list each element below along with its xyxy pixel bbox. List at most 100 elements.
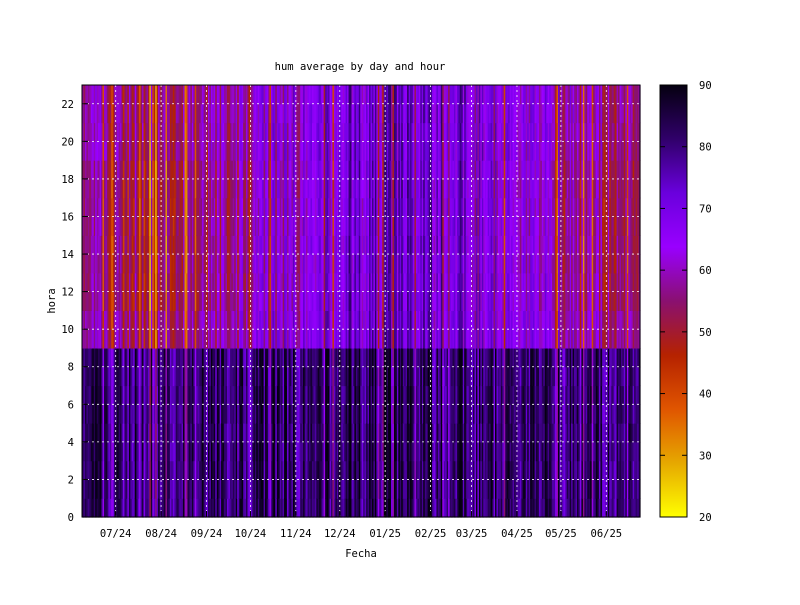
heatmap-cell (366, 254, 369, 274)
heatmap-cell (180, 272, 183, 293)
heatmap-cell (152, 498, 155, 518)
heatmap-cell (172, 347, 175, 368)
heatmap-cell (115, 310, 118, 330)
heatmap-cell (105, 160, 108, 180)
heatmap-cell (326, 160, 329, 180)
heatmap-cell (364, 103, 367, 124)
heatmap-cell (231, 235, 234, 255)
heatmap-cell (83, 141, 86, 161)
heatmap-cell (143, 366, 146, 387)
heatmap-cell (226, 197, 230, 218)
heatmap-cell (90, 479, 93, 499)
heatmap-cell (279, 272, 282, 293)
heatmap-cell (196, 310, 199, 330)
heatmap-cell (374, 498, 377, 518)
heatmap-cell (373, 141, 376, 161)
heatmap-cell (358, 122, 361, 142)
heatmap-cell (393, 122, 397, 142)
heatmap-cell (363, 479, 366, 499)
heatmap-cell (200, 235, 203, 255)
heatmap-cell (272, 272, 275, 293)
heatmap-cell (109, 141, 112, 161)
heatmap-cell (112, 329, 115, 349)
heatmap-cell (323, 178, 326, 199)
heatmap-cell (95, 103, 98, 124)
heatmap-cell (149, 85, 152, 105)
heatmap-cell (270, 254, 273, 274)
heatmap-cell (98, 479, 101, 499)
heatmap-cell (99, 366, 102, 387)
heatmap-cell (380, 141, 383, 161)
heatmap-cell (347, 423, 350, 443)
heatmap-cell (383, 197, 386, 218)
heatmap-cell (147, 329, 150, 349)
heatmap-cell (279, 423, 282, 443)
heatmap-cell (89, 122, 92, 142)
heatmap-cell (188, 254, 191, 274)
heatmap-cell (355, 329, 358, 349)
heatmap-cell (139, 423, 142, 443)
heatmap-cell (374, 254, 377, 274)
heatmap-cell (177, 347, 180, 368)
heatmap-cell (295, 272, 298, 293)
heatmap-cell (190, 291, 193, 311)
heatmap-cell (102, 103, 105, 124)
heatmap-cell (183, 441, 186, 462)
heatmap-cell (347, 216, 350, 236)
heatmap-cell (105, 310, 108, 330)
heatmap-cell (300, 197, 303, 218)
heatmap-cell (276, 103, 279, 124)
heatmap-cell (194, 498, 197, 518)
heatmap-cell (152, 441, 155, 462)
heatmap-cell (246, 329, 249, 349)
heatmap-cell (86, 498, 89, 518)
heatmap-cell (374, 460, 377, 481)
heatmap-cell (373, 160, 376, 180)
heatmap-cell (96, 385, 99, 405)
heatmap-cell (317, 310, 320, 330)
heatmap-cell (142, 310, 145, 330)
heatmap-cell (278, 178, 281, 199)
heatmap-cell (159, 347, 162, 368)
heatmap-cell (84, 141, 87, 161)
heatmap-cell (395, 366, 398, 387)
heatmap-cell (200, 254, 203, 274)
heatmap-cell (301, 366, 304, 387)
heatmap-cell (323, 272, 326, 293)
heatmap-cell (228, 235, 231, 255)
heatmap-cell (240, 235, 243, 255)
heatmap-cell (235, 160, 238, 180)
heatmap-cell (396, 423, 399, 443)
heatmap-cell (172, 498, 175, 518)
heatmap-cell (87, 310, 90, 330)
heatmap-cell (140, 479, 143, 499)
heatmap-cell (328, 235, 331, 255)
heatmap-cell (200, 272, 203, 293)
heatmap-cell (272, 160, 275, 180)
heatmap-cell (98, 160, 101, 180)
heatmap-cell (82, 479, 85, 499)
heatmap-cell (339, 141, 342, 161)
heatmap-cell (300, 160, 303, 180)
heatmap-cell (120, 122, 123, 142)
heatmap-cell (330, 235, 334, 255)
heatmap-cell (355, 103, 358, 124)
heatmap-cell (222, 404, 225, 424)
heatmap-cell (263, 178, 266, 199)
heatmap-cell (184, 366, 187, 387)
heatmap-cell (380, 460, 383, 481)
heatmap-cell (103, 85, 107, 105)
heatmap-cell (232, 404, 235, 424)
heatmap-cell (180, 178, 183, 199)
heatmap-cell (82, 272, 85, 293)
heatmap-cell (215, 254, 218, 274)
heatmap-cell (388, 85, 391, 105)
heatmap-cell (247, 85, 250, 105)
heatmap-cell (203, 197, 206, 218)
heatmap-cell (112, 103, 115, 124)
heatmap-cell (297, 404, 300, 424)
heatmap-cell (295, 329, 298, 349)
heatmap-cell (282, 441, 285, 462)
heatmap-cell (184, 235, 187, 255)
heatmap-cell (93, 498, 96, 518)
